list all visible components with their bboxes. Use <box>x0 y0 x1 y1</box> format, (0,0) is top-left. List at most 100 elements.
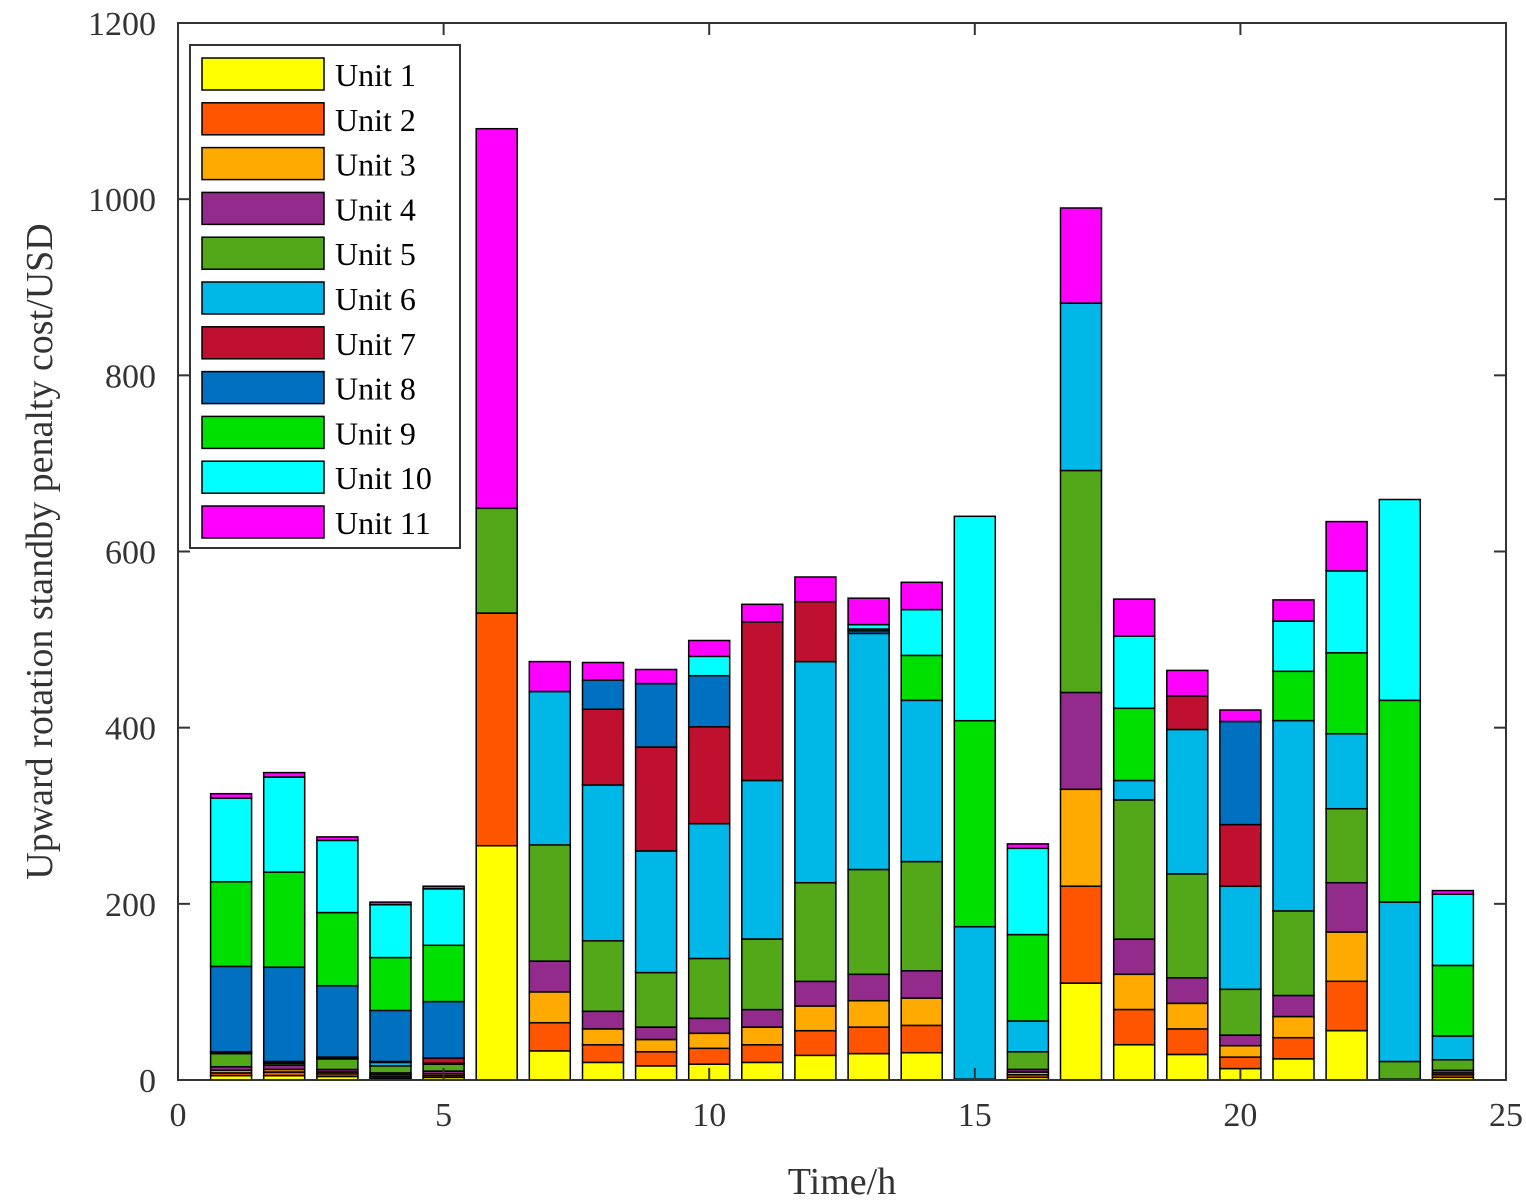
bar-segment-t15-unit6 <box>953 925 997 1080</box>
bar-segment-t15-unit10 <box>953 515 997 722</box>
legend-label-unit1: Unit 1 <box>335 57 416 93</box>
bar-segment-t5-unit9 <box>422 944 465 1003</box>
bar-segment-t8-unit4 <box>581 1010 625 1030</box>
bar-segment-t20-unit11 <box>1219 709 1262 723</box>
bar-segment-t22-unit5 <box>1325 807 1368 884</box>
bar-segment-t13-unit5 <box>847 868 890 976</box>
bar-segment-t16-unit11 <box>1006 843 1050 850</box>
axes-layer: 0 5 10 15 20 25 0 200 400 600 800 1000 1200 <box>88 6 1523 1134</box>
bar-segment-t13-unit2 <box>847 1026 890 1055</box>
y-tick-label: 0 <box>139 1063 156 1100</box>
legend-label-unit6: Unit 6 <box>335 281 416 317</box>
bar-segment-t16-unit9 <box>1006 933 1050 1022</box>
bar-segment-t21-unit3 <box>1272 1015 1315 1039</box>
y-axis-title: Upward rotation standby penalty cost/USD <box>19 223 61 879</box>
bar-segment-t4-unit5 <box>369 1065 412 1074</box>
bar-segment-t19-unit4 <box>1166 977 1209 1005</box>
bar-segment-t8-unit7 <box>581 708 625 786</box>
bar-segment-t18-unit2 <box>1112 1008 1156 1046</box>
bar-segment-t18-unit11 <box>1112 598 1156 637</box>
bar-segment-t13-unit11 <box>847 597 890 626</box>
bar-segment-t18-unit4 <box>1112 938 1156 976</box>
y-tick-label: 200 <box>105 887 156 924</box>
bar-segment-t14-unit6 <box>900 699 943 863</box>
bar-segment-t1-unit8 <box>209 965 253 1053</box>
bar-segment-t8-unit8 <box>581 679 625 710</box>
legend-swatch-unit7 <box>201 326 325 360</box>
bar-segment-t17-unit4 <box>1059 691 1103 791</box>
bar-segment-t12-unit1 <box>794 1054 837 1081</box>
bar-segment-t10-unit7 <box>687 726 731 825</box>
bar-segment-t17-unit2 <box>1059 885 1103 984</box>
bar-segment-t16-unit5 <box>1006 1051 1050 1071</box>
bar-segment-t17-unit3 <box>1059 788 1103 887</box>
bar-segment-t16-unit10 <box>1006 847 1050 936</box>
bar-segment-t2-unit10 <box>262 776 306 873</box>
bar-segment-t12-unit11 <box>794 576 837 603</box>
y-tick-label: 1000 <box>88 182 156 219</box>
bar-segment-t12-unit4 <box>794 980 837 1007</box>
legend-label-unit3: Unit 3 <box>335 147 416 183</box>
bar-segment-t14-unit1 <box>900 1051 943 1081</box>
bars-layer <box>209 127 1475 1081</box>
legend-label-unit2: Unit 2 <box>335 102 416 138</box>
bar-segment-t17-unit1 <box>1059 982 1103 1081</box>
x-tick-label: 15 <box>958 1097 992 1134</box>
x-tick-label: 5 <box>435 1097 452 1134</box>
bar-segment-t11-unit1 <box>741 1061 784 1081</box>
bar-segment-t10-unit3 <box>687 1032 731 1050</box>
bar-segment-t24-unit10 <box>1431 893 1475 967</box>
bar-segment-t3-unit11 <box>316 836 359 842</box>
bar-segment-t1-unit5 <box>209 1052 253 1068</box>
bar-segment-t7-unit2 <box>528 1021 572 1052</box>
bar-segment-t8-unit6 <box>581 784 625 942</box>
legend-label-unit11: Unit 11 <box>335 505 431 541</box>
bar-segment-t21-unit6 <box>1272 719 1315 912</box>
bar-segment-t20-unit3 <box>1219 1044 1262 1058</box>
legend-swatch-unit4 <box>201 191 325 226</box>
legend-swatch-unit5 <box>201 236 325 270</box>
bar-segment-t9-unit5 <box>634 971 678 1028</box>
bar-segment-t22-unit1 <box>1325 1029 1368 1081</box>
bar-segment-t6-unit1 <box>475 844 518 1081</box>
bar-segment-t18-unit5 <box>1112 799 1156 940</box>
bar-segment-t15-unit9 <box>953 719 997 928</box>
bar-segment-t14-unit2 <box>900 1024 943 1054</box>
bar-segment-t11-unit7 <box>741 621 784 782</box>
bar-segment-t13-unit1 <box>847 1052 890 1081</box>
bar-segment-t20-unit4 <box>1219 1034 1262 1047</box>
bar-segment-t17-unit6 <box>1059 302 1103 472</box>
bar-segment-t21-unit9 <box>1272 670 1315 722</box>
bar-segment-t22-unit9 <box>1325 652 1368 735</box>
legend-swatch-unit11 <box>201 505 325 539</box>
bar-segment-t11-unit6 <box>741 779 784 940</box>
bar-segment-t23-unit6 <box>1378 901 1422 1063</box>
x-tick-label: 10 <box>692 1097 726 1134</box>
x-tick-label: 0 <box>170 1097 187 1134</box>
bar-segment-t22-unit2 <box>1325 980 1368 1032</box>
bar-segment-t5-unit8 <box>422 1000 465 1059</box>
bar-segment-t9-unit1 <box>634 1065 678 1081</box>
bar-segment-t10-unit2 <box>687 1047 731 1065</box>
bar-segment-t9-unit2 <box>634 1051 678 1067</box>
bar-segment-t12-unit2 <box>794 1029 837 1057</box>
bar-segment-t3-unit10 <box>316 839 359 914</box>
bar-segment-t14-unit10 <box>900 608 943 657</box>
bar-segment-t5-unit10 <box>422 888 465 947</box>
bar-segment-t9-unit3 <box>634 1038 678 1053</box>
bar-segment-t5-unit11 <box>422 885 465 890</box>
bar-segment-t8-unit3 <box>581 1028 625 1046</box>
bar-segment-t19-unit3 <box>1166 1002 1209 1030</box>
bar-segment-t20-unit5 <box>1219 988 1262 1036</box>
bar-segment-t22-unit10 <box>1325 570 1368 654</box>
x-tick-label: 25 <box>1489 1097 1523 1134</box>
bar-segment-t18-unit3 <box>1112 973 1156 1011</box>
legend-label-unit8: Unit 8 <box>335 371 416 407</box>
bar-segment-t14-unit3 <box>900 997 943 1027</box>
legend: Unit 1 Unit 2 Unit 3 Unit 4 Unit 5 Unit 6 Unit… <box>189 44 461 549</box>
bar-segment-t8-unit5 <box>581 940 625 1013</box>
bar-segment-t7-unit1 <box>528 1050 572 1081</box>
bar-segment-t11-unit2 <box>741 1044 784 1064</box>
bar-segment-t4-unit10 <box>369 903 412 959</box>
bar-segment-t14-unit4 <box>900 970 943 999</box>
